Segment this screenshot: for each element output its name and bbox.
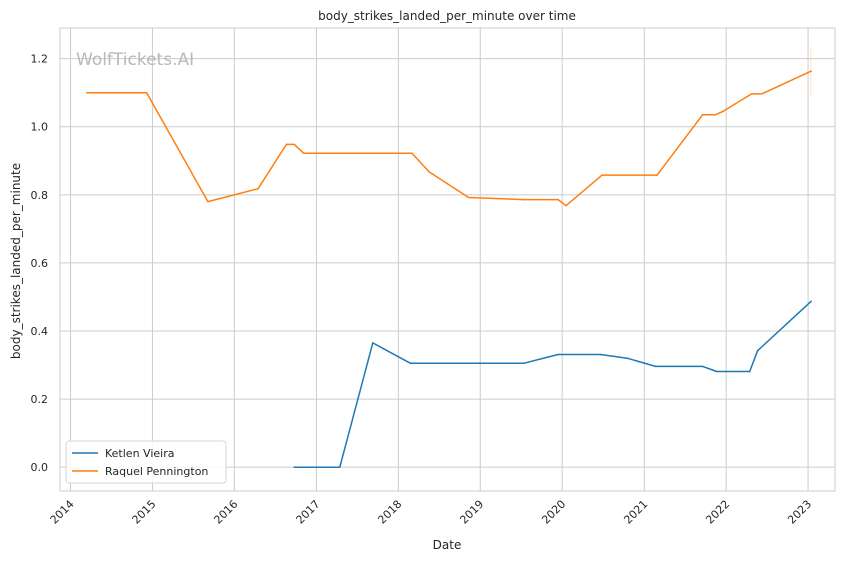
y-tick-label: 0.6 <box>31 257 49 270</box>
series-1-point <box>750 93 753 95</box>
series-1-point <box>467 196 470 199</box>
legend-box <box>65 440 227 484</box>
series-1-point <box>411 152 413 155</box>
y-tick-label: 0.8 <box>31 189 49 202</box>
y-tick-label: 0.4 <box>31 325 49 338</box>
series-1-point <box>257 187 259 190</box>
series-0-point <box>701 365 704 368</box>
series-1-point <box>810 70 812 72</box>
y-tick-label: 1.0 <box>31 121 49 134</box>
series-0-point <box>409 362 412 365</box>
x-axis-title: Date <box>433 538 462 552</box>
y-axis: 0.0 0.2 0.4 0.6 0.8 1.0 1.2 <box>31 53 49 475</box>
series-1-point <box>293 143 296 146</box>
series-1-point <box>656 174 658 176</box>
series-0-point <box>810 300 812 303</box>
series-1-point <box>557 198 559 201</box>
series-1-point <box>701 114 704 116</box>
series-layer <box>86 47 812 469</box>
series-1-point <box>522 198 525 201</box>
series-0-point <box>599 353 602 356</box>
series-1-point <box>722 110 724 113</box>
series-0-point <box>756 349 759 352</box>
series-1-point <box>285 143 288 146</box>
legend-label: Raquel Pennington <box>105 465 208 478</box>
legend-label: Ketlen Vieira <box>105 447 174 460</box>
series-1-point <box>428 171 431 173</box>
series-line-0 <box>293 300 812 468</box>
series-0-point <box>716 370 718 373</box>
series-1-point <box>302 152 305 155</box>
series-1-point <box>207 200 209 203</box>
series-0-point <box>654 365 657 368</box>
y-tick-label: 0.2 <box>31 393 49 406</box>
y-tick-label: 0.0 <box>31 461 49 474</box>
y-tick-label: 1.2 <box>31 53 49 66</box>
legend: Ketlen Vieira Raquel Pennington <box>65 440 227 484</box>
series-1-point <box>761 92 764 95</box>
series-0-point <box>626 357 628 360</box>
series-1-point <box>145 91 148 94</box>
series-0-point <box>339 466 341 469</box>
series-0-point <box>557 353 559 356</box>
series-1-point <box>714 114 716 116</box>
y-axis-title: body_strikes_landed_per_minute <box>9 163 23 359</box>
series-0-point <box>293 466 296 469</box>
series-1-point <box>601 174 603 176</box>
watermark: WolfTickets.AI <box>76 50 194 70</box>
series-1-point <box>565 204 567 207</box>
grid-vertical <box>70 28 809 491</box>
series-0-point <box>372 342 374 344</box>
plot-area <box>59 27 836 492</box>
series-0-point <box>522 362 525 365</box>
series-1-point <box>86 91 88 94</box>
series-0-point <box>748 370 751 373</box>
chart-title: body_strikes_landed_per_minute over time <box>318 9 576 23</box>
